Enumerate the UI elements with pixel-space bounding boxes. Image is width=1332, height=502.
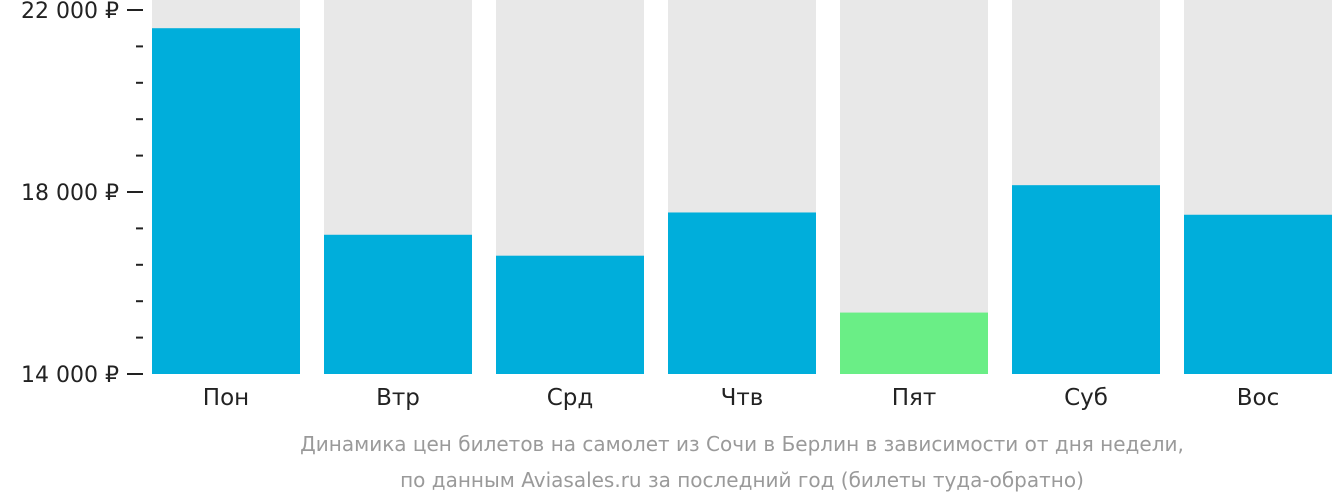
bar-3[interactable] [496,255,644,374]
bar-7[interactable] [1184,214,1332,374]
bar-2[interactable] [324,234,472,374]
chart-subtitle: по данным Aviasales.ru за последний год … [400,468,1084,492]
x-tick-label: Вос [1237,385,1280,411]
bar-4[interactable] [668,212,816,374]
x-tick-label: Пон [203,385,249,411]
y-axis: 22 000 ₽ 18 000 ₽ 14 000 ₽ [21,0,143,388]
bar-track [840,0,988,374]
chart-title: Динамика цен билетов на самолет из Сочи … [300,432,1184,456]
x-tick-label: Суб [1064,385,1108,411]
bars [152,28,1332,374]
x-axis: Пон Втр Срд Чтв Пят Суб Вос [203,385,1279,411]
bar-6[interactable] [1012,185,1160,374]
x-tick-label: Чтв [721,385,764,411]
x-tick-label: Пят [892,385,937,411]
bar-5[interactable] [840,312,988,374]
bar-1[interactable] [152,28,300,374]
y-tick-label: 22 000 ₽ [21,0,119,24]
x-tick-label: Срд [547,385,594,411]
x-tick-label: Втр [376,385,420,411]
y-tick-label: 14 000 ₽ [21,363,119,388]
y-tick-label: 18 000 ₽ [21,181,119,206]
